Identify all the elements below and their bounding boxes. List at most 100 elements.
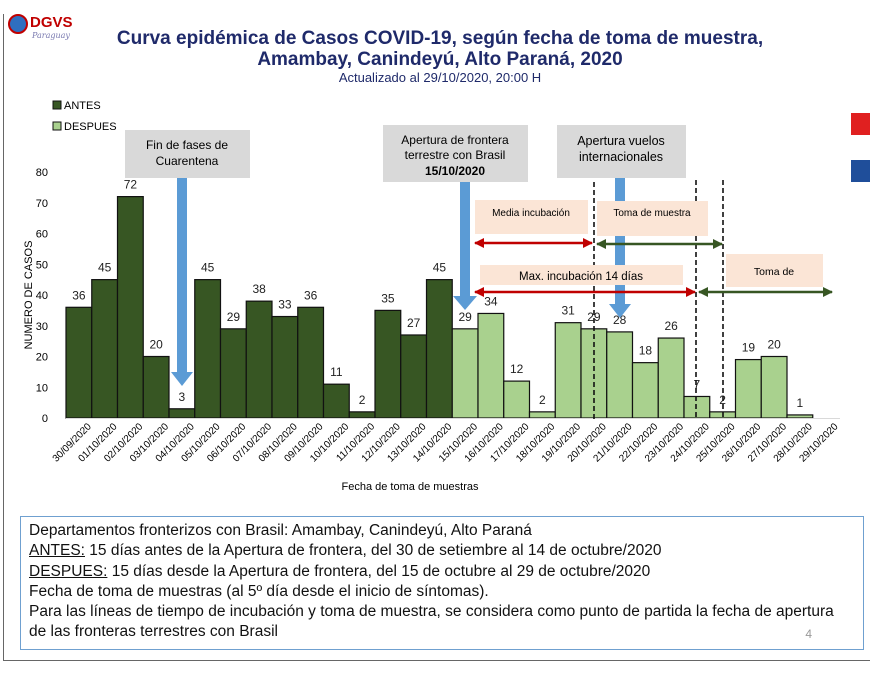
data-label: 36 xyxy=(304,288,318,302)
logo-text: DGVS xyxy=(30,14,73,31)
dgvs-logo: DGVS Paraguay xyxy=(6,12,76,46)
note-antes-label: ANTES: xyxy=(29,542,85,560)
chart-subtitle: Actualizado al 29/10/2020, 20:00 H xyxy=(338,70,542,85)
chart-title: Curva epidémica de Casos COVID-19, según… xyxy=(90,28,790,70)
annotation-apertura-line2: terrestre con Brasil xyxy=(405,148,506,162)
data-label: 2 xyxy=(539,393,546,407)
data-label: 20 xyxy=(767,338,781,352)
bar-despues xyxy=(683,395,711,419)
arrow-down-fin-fases-icon xyxy=(171,178,193,386)
bar-despues xyxy=(503,380,531,419)
y-tick-label: 60 xyxy=(36,229,48,241)
note-line-1: Departamentos fronterizos con Brasil: Am… xyxy=(29,522,532,539)
data-label: 35 xyxy=(381,291,395,305)
globe-icon xyxy=(8,14,28,34)
notes-box: Departamentos fronterizos con Brasil: Am… xyxy=(20,516,864,650)
annotation-box-apertura-frontera xyxy=(383,125,528,182)
note-line-antes: ANTES: 15 días antes de la Apertura de f… xyxy=(29,541,855,561)
note-antes-text: 15 días antes de la Apertura de frontera… xyxy=(84,542,662,560)
annotation-max-incubacion: Max. incubación 14 días xyxy=(519,271,643,283)
annotation-fin-fases-line1: Fin de fases de xyxy=(146,138,228,152)
bar-antes xyxy=(374,309,402,419)
y-tick-label: 50 xyxy=(36,259,48,271)
data-label: 7 xyxy=(694,377,701,391)
page-frame xyxy=(3,14,870,661)
y-tick-label: 0 xyxy=(42,413,48,425)
x-axis-label: Fecha de toma de muestras xyxy=(342,481,479,493)
bar-antes xyxy=(219,328,247,419)
data-label: 31 xyxy=(561,304,575,318)
data-label: 29 xyxy=(458,310,472,324)
data-label: 28 xyxy=(613,313,627,327)
data-label: 20 xyxy=(149,338,163,352)
annotation-box-media-incubacion xyxy=(475,200,588,234)
title-line-2: Amambay, Canindeyú, Alto Paraná, 2020 xyxy=(257,49,623,70)
data-label: 72 xyxy=(124,178,138,192)
data-label: 18 xyxy=(639,344,653,358)
legend-swatch-antes xyxy=(52,100,62,110)
bar-antes xyxy=(142,355,170,419)
annotation-toma-de: Toma de xyxy=(754,266,794,278)
y-tick-label: 30 xyxy=(36,321,48,333)
y-tick-label: 10 xyxy=(36,382,48,394)
bar-despues xyxy=(451,328,479,419)
arrow-down-vuelos-icon xyxy=(609,178,631,318)
annotation-box-toma-muestra xyxy=(597,201,708,236)
note-despues-label: DESPUES: xyxy=(29,562,108,580)
note-line-5: Para las líneas de tiempo de incubación … xyxy=(29,603,834,641)
bar-antes xyxy=(194,279,222,419)
bar-antes xyxy=(400,334,428,419)
data-label: 26 xyxy=(664,319,678,333)
bar-antes xyxy=(168,408,196,419)
bar-antes xyxy=(425,279,453,419)
data-label: 12 xyxy=(510,362,524,376)
data-label: 45 xyxy=(433,261,447,275)
bar-antes xyxy=(91,279,119,419)
annotation-box-fin-fases xyxy=(125,130,250,178)
bar-despues xyxy=(554,322,582,419)
annotation-vuelos-line2: internacionales xyxy=(579,150,663,164)
bar-despues xyxy=(631,362,659,419)
bar-antes xyxy=(245,300,273,419)
y-tick-label: 70 xyxy=(36,198,48,210)
annotation-fin-fases-line2: Cuarentena xyxy=(156,154,219,168)
note-line-4: Fecha de toma de muestras (al 5º día des… xyxy=(29,582,489,600)
data-label: 11 xyxy=(330,365,343,379)
arrow-down-apertura-frontera-icon xyxy=(453,182,477,310)
annotation-box-vuelos xyxy=(557,125,686,178)
annotation-toma-muestra: Toma de muestra xyxy=(613,208,691,219)
bar-antes xyxy=(271,315,299,419)
bar-despues xyxy=(786,414,814,419)
bar-despues xyxy=(477,312,505,419)
bar-despues xyxy=(528,411,556,419)
data-label: 38 xyxy=(252,282,266,296)
data-label: 1 xyxy=(797,396,804,410)
legend-swatch-despues xyxy=(52,121,62,131)
data-label: 29 xyxy=(587,310,601,324)
logo-subtext: Paraguay xyxy=(32,31,70,40)
data-label: 3 xyxy=(179,390,186,404)
note-despues-text: 15 días desde la Apertura de frontera, d… xyxy=(107,562,651,580)
data-label: 36 xyxy=(72,288,86,302)
red-square-marker xyxy=(851,113,870,135)
annotation-media-incubacion: Media incubación xyxy=(492,208,570,219)
data-label: 29 xyxy=(227,310,241,324)
note-line-despues: DESPUES: 15 días desde la Apertura de fr… xyxy=(29,562,855,582)
bar-antes xyxy=(348,411,376,419)
bar-antes xyxy=(322,383,350,419)
data-label: 33 xyxy=(278,298,292,312)
bar-despues xyxy=(657,337,685,419)
y-tick-label: 40 xyxy=(36,290,48,302)
y-axis-label: NUMERO DE CASOS xyxy=(23,241,35,350)
annotation-vuelos-line1: Apertura vuelos xyxy=(577,134,665,148)
legend-label-despues: DESPUES xyxy=(64,121,117,133)
title-line-1: Curva epidémica de Casos COVID-19, según… xyxy=(116,28,764,49)
bar-despues xyxy=(734,358,762,419)
bar-antes xyxy=(65,306,93,419)
page-number: 4 xyxy=(805,627,812,641)
y-tick-label: 80 xyxy=(36,167,48,179)
annotation-box-max-incubacion xyxy=(480,265,683,285)
bar-antes xyxy=(297,306,325,419)
data-label: 45 xyxy=(98,261,112,275)
